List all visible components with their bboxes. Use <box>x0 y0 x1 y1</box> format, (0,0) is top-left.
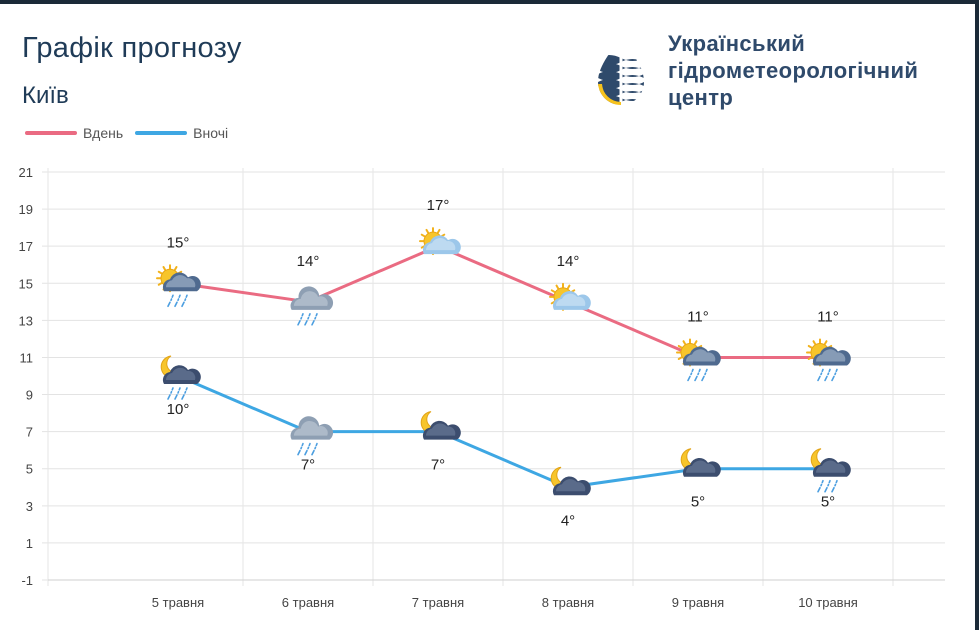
legend-label-day: Вдень <box>83 125 124 141</box>
y-tick-label: 11 <box>20 350 34 365</box>
y-tick-label: -1 <box>21 573 33 588</box>
right-border <box>975 0 979 630</box>
data-label: 5° <box>821 494 835 511</box>
legend-item-night[interactable]: Вночі <box>135 125 228 141</box>
city-name: Київ <box>22 82 69 109</box>
sun-cloud-rain-icon <box>156 264 201 308</box>
cloud-rain-icon <box>290 416 334 456</box>
data-label: 10° <box>167 401 190 418</box>
forecast-chart: 21 19 17 15 13 11 9 7 5 3 1 -1 5 травня 6 травня 7 тра… <box>19 165 945 610</box>
y-tick-label: 5 <box>26 462 33 477</box>
moon-cloud-icon <box>420 411 461 440</box>
legend-label-night: Вночі <box>193 125 229 141</box>
y-tick-label: 19 <box>19 202 33 217</box>
top-border <box>0 0 979 4</box>
y-tick-label: 21 <box>19 165 33 180</box>
sun-cloud-icon <box>419 227 461 256</box>
y-tick-label: 7 <box>26 425 33 440</box>
ukrhydromet-logo-icon <box>598 34 644 105</box>
x-tick-label: 9 травня <box>672 595 724 610</box>
moon-cloud-rain-icon <box>810 448 851 493</box>
y-tick-label: 17 <box>19 239 33 254</box>
y-tick-label: 15 <box>19 276 33 291</box>
legend-item-day[interactable]: Вдень <box>25 125 123 141</box>
data-label: 14° <box>557 253 580 270</box>
organization-line-2: гідрометеорологічний <box>668 58 919 83</box>
y-tick-label: 3 <box>26 499 33 514</box>
data-label: 7° <box>431 457 445 474</box>
data-label: 5° <box>691 494 705 511</box>
x-tick-label: 7 травня <box>412 595 464 610</box>
data-label: 17° <box>427 197 450 214</box>
x-tick-label: 8 травня <box>542 595 594 610</box>
y-tick-label: 13 <box>19 313 33 328</box>
data-label: 4° <box>561 512 575 529</box>
data-label: 11° <box>817 308 839 325</box>
legend-swatch-night <box>135 131 188 135</box>
moon-cloud-icon <box>680 448 721 477</box>
x-tick-label: 5 травня <box>152 595 204 610</box>
sun-cloud-icon <box>549 282 591 311</box>
organization-line-3: центр <box>668 85 734 110</box>
x-tick-label: 10 травня <box>798 595 858 610</box>
legend-swatch-day <box>25 131 77 135</box>
x-tick-label: 6 травня <box>282 595 334 610</box>
organization-name: Український гідрометеорологічний центр <box>668 30 918 111</box>
chart-title: Графік прогнозу <box>22 32 242 64</box>
moon-cloud-icon <box>550 466 591 496</box>
moon-cloud-rain-icon <box>160 355 201 400</box>
legend: Вдень Вночі <box>25 125 240 141</box>
y-tick-label: 9 <box>26 388 33 403</box>
y-tick-label: 1 <box>26 536 33 551</box>
sun-cloud-rain-icon <box>676 338 721 382</box>
organization-line-1: Український <box>668 31 806 56</box>
data-label: 7° <box>301 457 315 474</box>
data-label: 11° <box>687 308 709 325</box>
cloud-rain-icon <box>290 286 334 326</box>
sun-cloud-rain-icon <box>806 338 851 382</box>
data-label: 14° <box>297 253 320 270</box>
data-label: 15° <box>167 234 190 251</box>
